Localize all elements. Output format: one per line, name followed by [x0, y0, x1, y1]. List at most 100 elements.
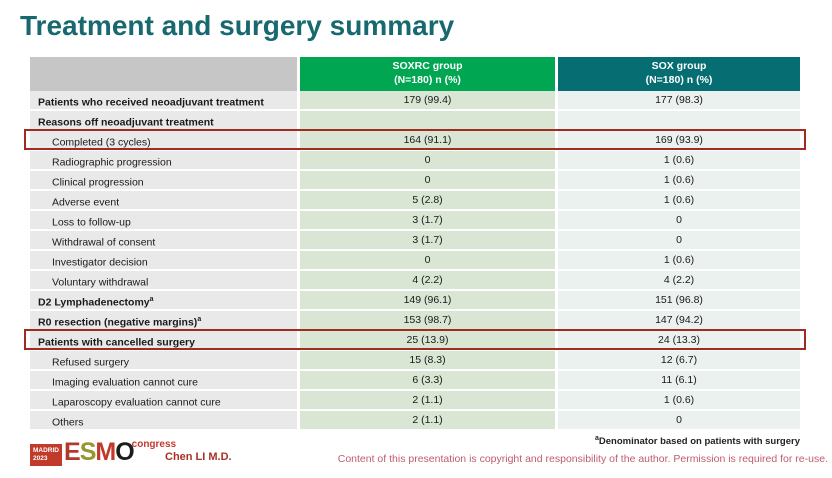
row-label: Reasons off neoadjuvant treatment: [38, 116, 214, 129]
table-row: D2 Lymphadenectomya 149 (96.1) 151 (96.8…: [30, 291, 800, 311]
badge-city: MADRID: [33, 447, 59, 454]
sox-value-cell: 1 (0.6): [558, 251, 800, 269]
slide-footer: MADRID 2023 ESMO congress Chen LI M.D. a…: [0, 432, 832, 478]
row-label-cell: Loss to follow-up: [30, 211, 300, 229]
header-soxrc-label: SOXRC group: [392, 60, 463, 73]
soxrc-value-cell: 4 (2.2): [300, 271, 558, 289]
row-label-cell: Clinical progression: [30, 171, 300, 189]
sox-value-cell: 177 (98.3): [558, 91, 800, 109]
row-label: Voluntary withdrawal: [52, 276, 149, 289]
row-label-cell: Adverse event: [30, 191, 300, 209]
row-label: Adverse event: [52, 196, 120, 209]
sox-value-cell: 4 (2.2): [558, 271, 800, 289]
soxrc-value-cell: 153 (98.7): [300, 311, 558, 329]
row-label-cell: Withdrawal of consent: [30, 231, 300, 249]
row-label-cell: Reasons off neoadjuvant treatment: [30, 111, 300, 129]
soxrc-value-cell: 0: [300, 251, 558, 269]
row-label-cell: Laparoscopy evaluation cannot cure: [30, 391, 300, 409]
table-row: Withdrawal of consent 3 (1.7) 0: [30, 231, 800, 251]
table-row: Imaging evaluation cannot cure 6 (3.3) 1…: [30, 371, 800, 391]
row-label-cell: Completed (3 cycles): [30, 131, 300, 149]
table-row: Patients who received neoadjuvant treatm…: [30, 91, 800, 111]
soxrc-value-cell: 6 (3.3): [300, 371, 558, 389]
table-row: Clinical progression 0 1 (0.6): [30, 171, 800, 191]
sox-value-cell: 1 (0.6): [558, 151, 800, 169]
table-header: SOXRC group (N=180) n (%) SOX group (N=1…: [30, 57, 800, 91]
sox-value-cell: 1 (0.6): [558, 191, 800, 209]
esmo-letter: E: [64, 438, 81, 466]
congress-label: congress: [131, 439, 177, 450]
header-sox-group: SOX group (N=180) n (%): [558, 57, 800, 91]
madrid-2023-badge: MADRID 2023: [30, 444, 62, 467]
badge-year: 2023: [33, 455, 48, 463]
row-label: Patients who received neoadjuvant treatm…: [38, 96, 264, 109]
esmo-congress-logo: MADRID 2023 ESMO congress: [30, 438, 177, 467]
table-body: Patients who received neoadjuvant treatm…: [24, 91, 806, 431]
row-label-cell: Investigator decision: [30, 251, 300, 269]
sox-value-cell: 0: [558, 231, 800, 249]
sox-value-cell: 1 (0.6): [558, 391, 800, 409]
row-label-cell: Imaging evaluation cannot cure: [30, 371, 300, 389]
soxrc-value-cell: [300, 111, 558, 129]
copyright-notice: Content of this presentation is copyrigh…: [337, 453, 828, 465]
soxrc-value-cell: 25 (13.9): [300, 331, 558, 349]
sox-value-cell: 147 (94.2): [558, 311, 800, 329]
soxrc-value-cell: 3 (1.7): [300, 211, 558, 229]
row-label: Withdrawal of consent: [52, 236, 156, 249]
table-row: Others 2 (1.1) 0: [30, 411, 800, 431]
table-row: Voluntary withdrawal 4 (2.2) 4 (2.2): [30, 271, 800, 291]
row-label-superscript: a: [197, 316, 202, 323]
table-row: Investigator decision 0 1 (0.6): [30, 251, 800, 271]
header-soxrc-sublabel: (N=180) n (%): [394, 74, 461, 86]
esmo-letter: M: [95, 438, 116, 466]
row-label: D2 Lymphadenectomy: [38, 296, 150, 309]
row-label: Others: [52, 416, 84, 429]
sox-value-cell: 11 (6.1): [558, 371, 800, 389]
row-label: R0 resection (negative margins): [38, 316, 198, 329]
footnote-superscript: a: [594, 435, 599, 442]
sox-value-cell: 1 (0.6): [558, 171, 800, 189]
header-sox-sublabel: (N=180) n (%): [645, 74, 713, 86]
header-soxrc-group: SOXRC group (N=180) n (%): [300, 57, 558, 91]
row-label: Clinical progression: [52, 176, 144, 189]
row-label: Imaging evaluation cannot cure: [52, 376, 198, 389]
soxrc-value-cell: 0: [300, 151, 558, 169]
table-row: Laparoscopy evaluation cannot cure 2 (1.…: [30, 391, 800, 411]
table-row: Completed (3 cycles) 164 (91.1) 169 (93.…: [24, 129, 806, 151]
row-label: Completed (3 cycles): [52, 136, 151, 149]
summary-table: SOXRC group (N=180) n (%) SOX group (N=1…: [24, 57, 806, 431]
soxrc-value-cell: 149 (96.1): [300, 291, 558, 309]
table-row: Reasons off neoadjuvant treatment: [30, 111, 800, 131]
table-row: Adverse event 5 (2.8) 1 (0.6): [30, 191, 800, 211]
row-label: Patients with cancelled surgery: [38, 336, 195, 349]
soxrc-value-cell: 5 (2.8): [300, 191, 558, 209]
sox-value-cell: 0: [558, 211, 800, 229]
table-row: Loss to follow-up 3 (1.7) 0: [30, 211, 800, 231]
row-label: Refused surgery: [52, 356, 130, 369]
row-label: Loss to follow-up: [52, 216, 131, 229]
table-row: Patients with cancelled surgery 25 (13.9…: [24, 329, 806, 351]
esmo-letter: S: [79, 438, 97, 466]
row-label: Investigator decision: [52, 256, 148, 269]
row-label-cell: Voluntary withdrawal: [30, 271, 300, 289]
esmo-letter: O: [115, 438, 134, 466]
sox-value-cell: 24 (13.3): [558, 331, 800, 349]
row-label-cell: D2 Lymphadenectomya: [30, 291, 300, 309]
esmo-wordmark: ESMO: [64, 438, 135, 466]
sox-value-cell: 151 (96.8): [558, 291, 800, 309]
row-label-cell: Others: [30, 411, 300, 429]
row-label: Laparoscopy evaluation cannot cure: [52, 396, 221, 409]
sox-value-cell: 169 (93.9): [558, 131, 800, 149]
soxrc-value-cell: 2 (1.1): [300, 391, 558, 409]
soxrc-value-cell: 179 (99.4): [300, 91, 558, 109]
row-label-cell: Refused surgery: [30, 351, 300, 369]
table-row: Radiographic progression 0 1 (0.6): [30, 151, 800, 171]
footnote-text: Denominator based on patients with surge…: [598, 436, 800, 448]
author-name: Chen LI M.D.: [165, 451, 232, 463]
header-sox-label: SOX group: [651, 60, 707, 73]
table-footnote: aDenominator based on patients with surg…: [595, 435, 800, 447]
sox-value-cell: 0: [558, 411, 800, 429]
sox-value-cell: 12 (6.7): [558, 351, 800, 369]
page-title: Treatment and surgery summary: [20, 10, 455, 41]
